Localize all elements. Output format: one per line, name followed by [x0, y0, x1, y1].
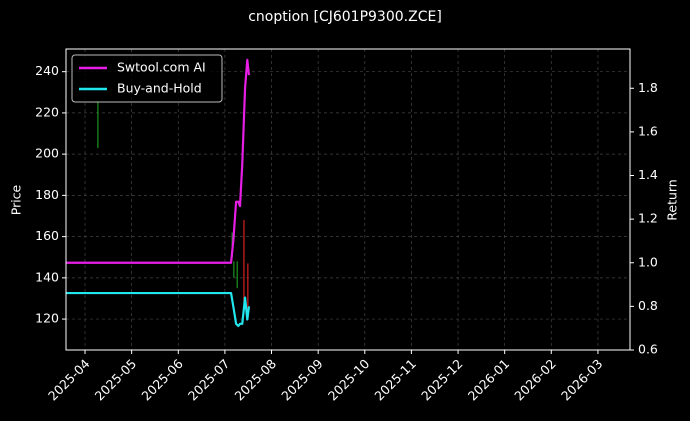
y2-tick-label: 1.4: [638, 167, 658, 182]
chart-title: cnoption [CJ601P9300.ZCE]: [248, 9, 442, 25]
y2-tick-label: 0.8: [638, 298, 658, 313]
y-tick-label: 200: [35, 146, 59, 161]
y2-tick-label: 1.6: [638, 123, 658, 138]
y-tick-label: 120: [35, 311, 59, 326]
y2-tick-label: 1.0: [638, 254, 658, 269]
y-axis-label: Price: [9, 184, 24, 215]
series-line: [66, 58, 251, 264]
legend-label: Swtool.com AI: [117, 60, 206, 75]
y2-tick-label: 1.8: [638, 80, 658, 95]
y-tick-label: 140: [35, 269, 59, 284]
y2-tick-label: 0.6: [638, 342, 658, 357]
y2-tick-label: 1.2: [638, 211, 658, 226]
y-tick-label: 180: [35, 187, 59, 202]
y-tick-label: 160: [35, 228, 59, 243]
series-line: [66, 291, 251, 328]
y2-axis-label: Return: [665, 179, 680, 220]
y-tick-label: 240: [35, 63, 59, 78]
legend-box: [71, 54, 223, 103]
y-tick-label: 220: [35, 104, 59, 119]
legend-label: Buy-and-Hold: [117, 81, 202, 96]
plot-frame: [65, 48, 631, 351]
